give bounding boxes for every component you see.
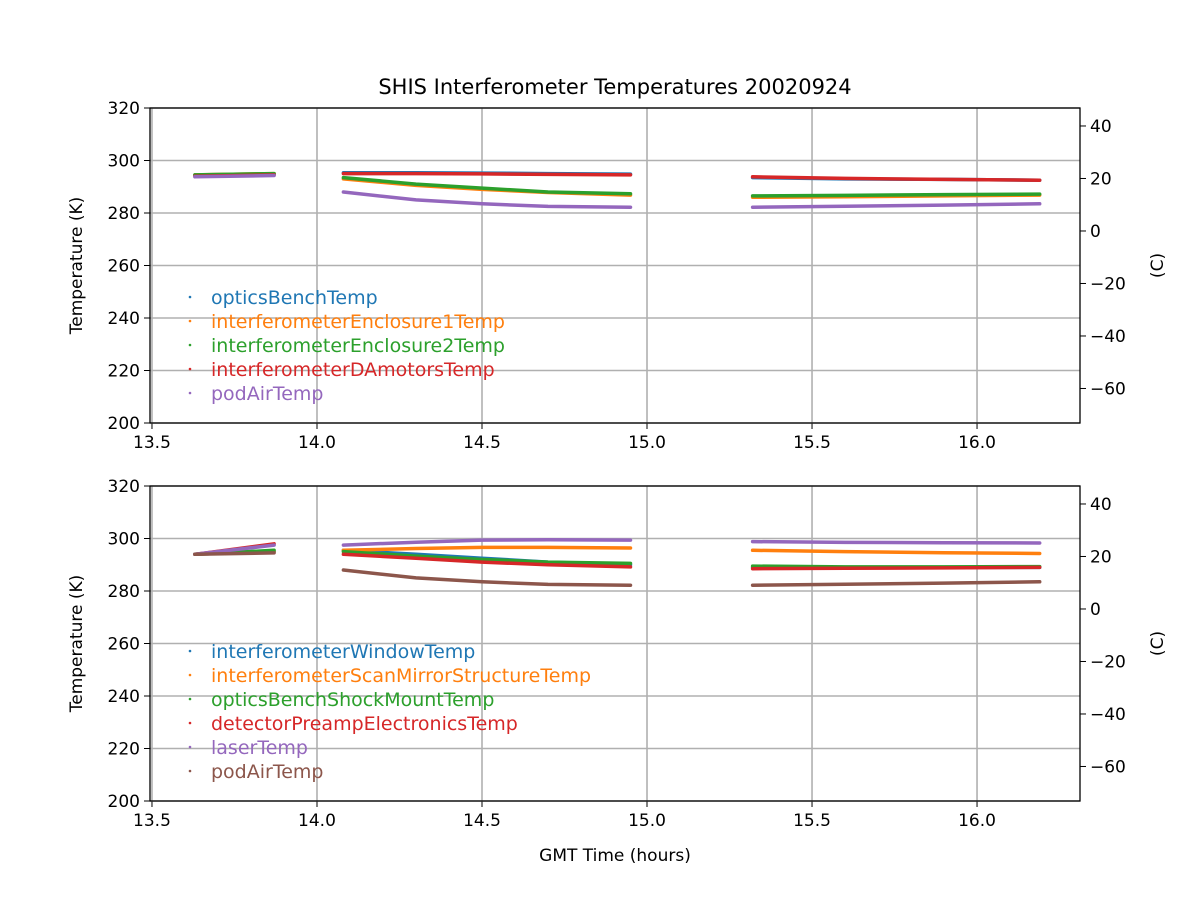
series-line-laserTemp (341, 538, 633, 547)
y-axis-label: Temperature (K) (67, 575, 87, 714)
x-tick-label: 14.5 (463, 433, 501, 453)
legend-label: podAirTemp (211, 761, 323, 783)
y-tick-label: 260 (108, 635, 140, 655)
y-tick-label: 260 (108, 257, 140, 277)
y-tick-label: 320 (108, 99, 140, 119)
legend-marker (188, 673, 192, 677)
y2-tick-label: −20 (1090, 652, 1126, 672)
series-line-opticsBenchShockMountTemp (341, 549, 633, 566)
series-line-podAirTemp (750, 580, 1042, 587)
series-line-interferometerEnclosure2Temp (750, 192, 1042, 198)
legend-label: detectorPreampElectronicsTemp (211, 713, 518, 735)
x-tick-label: 14.0 (298, 811, 336, 831)
y2-tick-label: 20 (1090, 169, 1112, 189)
subplot-1: 13.5 14.0 14.5 15.0 15.5 16.02002202402602803… (67, 99, 1168, 453)
y2-tick-label: −40 (1090, 705, 1126, 725)
series-line-laserTemp (750, 539, 1042, 545)
x-tick-label: 15.5 (793, 811, 831, 831)
y2-tick-label: −60 (1090, 379, 1126, 399)
x-tick-label: 15.0 (628, 811, 666, 831)
series-line-podAirTemp (341, 190, 633, 209)
legend-label: opticsBenchShockMountTemp (211, 689, 494, 711)
x-tick-label: 15.0 (628, 433, 666, 453)
y-tick-label: 220 (108, 362, 140, 382)
series-line-interferometerScanMirrorStructureTemp (341, 545, 633, 553)
y2-tick-label: 40 (1090, 495, 1112, 515)
legend-label: opticsBenchTemp (211, 287, 378, 309)
legend-marker (188, 745, 192, 749)
legend-marker (188, 343, 192, 347)
y-axis-label: Temperature (K) (67, 197, 87, 336)
series-line-interferometerDAmotorsTemp (341, 171, 633, 177)
x-tick-label: 16.0 (958, 811, 996, 831)
y2-tick-label: 20 (1090, 547, 1112, 567)
series-line-interferometerScanMirrorStructureTemp (750, 548, 1042, 556)
legend-marker (188, 319, 192, 323)
series-line-interferometerDAmotorsTemp (750, 175, 1042, 182)
x-axis-label: GMT Time (hours) (539, 846, 691, 866)
x-tick-label: 15.5 (793, 433, 831, 453)
axes-frame (149, 485, 1081, 802)
legend-label: interferometerScanMirrorStructureTemp (211, 665, 591, 687)
legend-marker (188, 295, 192, 299)
series-line-detectorPreampElectronicsTemp (341, 552, 633, 569)
y-tick-label: 300 (108, 530, 140, 550)
y-tick-label: 280 (108, 582, 140, 602)
axes-frame (149, 107, 1081, 424)
legend-marker (188, 769, 192, 773)
x-tick-label: 14.0 (298, 433, 336, 453)
y-tick-label: 280 (108, 204, 140, 224)
series-line-podAirTemp (341, 568, 633, 587)
series-line-detectorPreampElectronicsTemp (750, 565, 1042, 571)
y2-tick-label: 40 (1090, 117, 1112, 137)
series-line-podAirTemp (193, 173, 276, 179)
legend-marker (188, 391, 192, 395)
y-tick-label: 300 (108, 152, 140, 172)
legend-marker (188, 697, 192, 701)
series-line-interferometerEnclosure2Temp (341, 175, 633, 196)
y-tick-label: 320 (108, 477, 140, 497)
series-line-podAirTemp (750, 202, 1042, 209)
x-tick-label: 13.5 (133, 811, 171, 831)
legend-marker (188, 721, 192, 725)
y-tick-label: 220 (108, 740, 140, 760)
legend-marker (188, 367, 192, 371)
y2-tick-label: 0 (1090, 600, 1101, 620)
y2-axis-label: (C) (1148, 253, 1168, 278)
y2-tick-label: −20 (1090, 274, 1126, 294)
legend-label: interferometerEnclosure2Temp (211, 335, 505, 357)
x-tick-label: 14.5 (463, 811, 501, 831)
y2-tick-label: −60 (1090, 757, 1126, 777)
y-tick-label: 240 (108, 309, 140, 329)
chart-title: SHIS Interferometer Temperatures 2002092… (378, 75, 851, 99)
x-tick-label: 16.0 (958, 433, 996, 453)
series-line-podAirTemp (193, 551, 276, 557)
legend-label: podAirTemp (211, 383, 323, 405)
legend-label: laserTemp (211, 737, 308, 759)
y-tick-label: 200 (108, 792, 140, 812)
y2-tick-label: 0 (1090, 222, 1101, 242)
subplot-2: 13.5 14.0 14.5 15.0 15.5 16.02002202402602803… (67, 477, 1168, 866)
y-tick-label: 240 (108, 687, 140, 707)
y-tick-label: 200 (108, 414, 140, 434)
x-tick-label: 13.5 (133, 433, 171, 453)
y2-tick-label: −40 (1090, 327, 1126, 347)
legend-label: interferometerDAmotorsTemp (211, 359, 495, 381)
y2-axis-label: (C) (1148, 631, 1168, 656)
legend-label: interferometerEnclosure1Temp (211, 311, 505, 333)
legend-label: interferometerWindowTemp (211, 641, 475, 663)
legend-marker (188, 649, 192, 653)
